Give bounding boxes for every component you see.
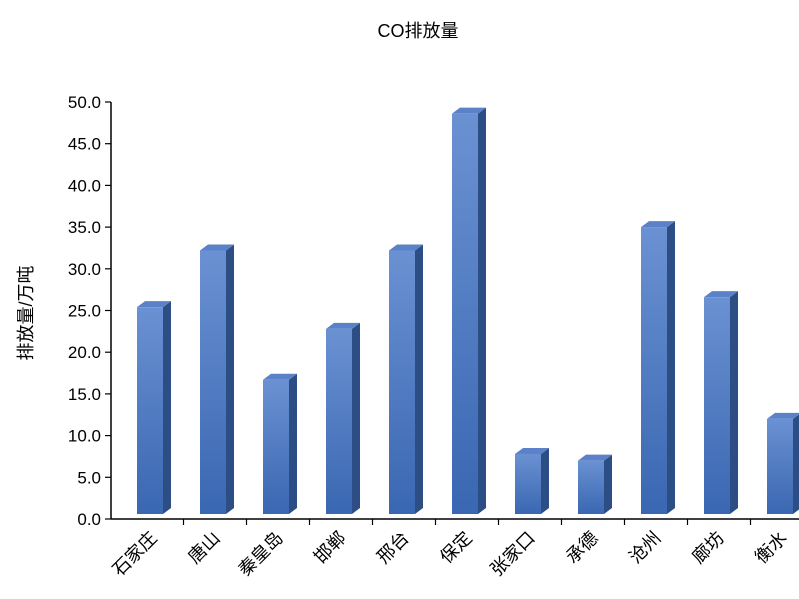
x-tick-label: 衡水 <box>751 528 791 568</box>
bar-front <box>767 418 793 514</box>
bar-top <box>515 447 549 454</box>
x-tick-label: 秦皇岛 <box>235 528 288 581</box>
bar <box>515 447 549 514</box>
bar-side <box>478 107 486 515</box>
bar-side <box>415 244 423 514</box>
bar <box>767 412 799 514</box>
chart-title: CO排放量 <box>378 21 459 41</box>
y-tick-label: 30.0 <box>68 260 101 279</box>
bar <box>263 373 297 514</box>
bar-top <box>263 373 297 380</box>
bar-front <box>137 307 163 514</box>
bar-side <box>226 244 234 514</box>
x-tick-label: 廊坊 <box>688 528 728 568</box>
y-tick-label: 15.0 <box>68 385 101 404</box>
x-tick-label: 邢台 <box>373 528 413 568</box>
bar-side <box>289 373 297 514</box>
x-tick-label: 沧州 <box>625 528 665 568</box>
bar-front <box>200 250 226 514</box>
bar <box>389 244 423 514</box>
bar-top <box>200 244 234 251</box>
bar <box>641 221 675 514</box>
x-tick-label: 承德 <box>562 528 602 568</box>
y-tick-label: 50.0 <box>68 93 101 112</box>
bar-side <box>541 447 549 514</box>
bar-top <box>137 301 171 308</box>
bar-front <box>389 250 415 514</box>
bar <box>200 244 234 514</box>
bar-side <box>730 291 738 514</box>
x-tick-label: 保定 <box>436 528 476 568</box>
x-tick-label: 邯郸 <box>310 528 350 568</box>
bar-side <box>352 322 360 514</box>
y-tick-label: 45.0 <box>68 135 101 154</box>
bar-side <box>163 301 171 514</box>
bar-front <box>452 113 478 515</box>
bar-front <box>578 460 604 514</box>
bar-side <box>793 414 799 514</box>
bar-top <box>641 221 675 228</box>
x-tick-label: 唐山 <box>184 528 224 568</box>
bar <box>704 291 738 514</box>
y-axis-label: 排放量/万吨 <box>16 265 36 360</box>
y-tick-label: 35.0 <box>68 218 101 237</box>
y-tick-label: 20.0 <box>68 343 101 362</box>
bar-front <box>326 328 352 514</box>
y-axis: 0.0 5.0 10.0 15.0 20.0 25.0 30.0 35.0 40.0 45.0 50… <box>68 93 111 529</box>
x-axis: 石家庄 唐山 秦皇岛 邯郸 邢台 保定 张家口 承德 沧州 廊坊 衡水 <box>109 519 792 581</box>
bar-top <box>326 322 360 329</box>
y-tick-label: 0.0 <box>77 510 101 529</box>
bar-front <box>515 453 541 514</box>
x-tick-label: 张家口 <box>487 528 540 581</box>
bar-top <box>578 454 612 461</box>
bar <box>578 454 612 514</box>
bar-top <box>452 107 486 114</box>
y-tick-label: 25.0 <box>68 302 101 321</box>
bars-group <box>137 107 799 515</box>
bar-front <box>263 379 289 514</box>
bar-top <box>704 291 738 298</box>
y-tick-label: 5.0 <box>77 468 101 487</box>
bar-front <box>704 297 730 514</box>
bar <box>326 322 360 514</box>
y-tick-label: 10.0 <box>68 427 101 446</box>
bar-side <box>604 454 612 514</box>
bar <box>137 301 171 514</box>
bar-side <box>667 221 675 514</box>
bar <box>452 107 486 515</box>
bar-top <box>767 412 799 419</box>
y-tick-label: 40.0 <box>68 176 101 195</box>
x-tick-label: 石家庄 <box>109 528 162 581</box>
bar-top <box>389 244 423 251</box>
bar-front <box>641 227 667 514</box>
